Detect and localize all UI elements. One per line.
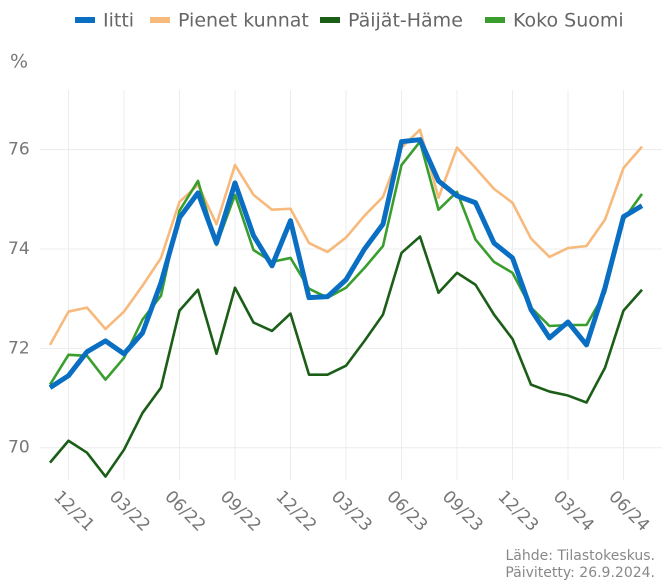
- series-line: [48, 137, 644, 390]
- x-tick-label: 03/23: [327, 487, 376, 536]
- x-tick-label: 06/24: [604, 487, 653, 536]
- x-tick-label: 12/23: [493, 487, 542, 536]
- y-axis-label: %: [10, 51, 28, 73]
- series-line: [48, 128, 643, 346]
- x-tick-label: 06/22: [160, 487, 209, 536]
- y-tick-label: 74: [8, 239, 30, 259]
- y-tick-label: 76: [8, 140, 30, 160]
- x-tick-label: 09/22: [216, 487, 265, 536]
- y-tick-label: 70: [8, 438, 30, 458]
- source-note: Lähde: Tilastokeskus.: [505, 548, 655, 564]
- legend-label: Pienet kunnat: [178, 10, 309, 32]
- x-tick-label: 09/23: [438, 487, 487, 536]
- x-tick-label: 12/21: [49, 487, 98, 536]
- legend-label: Koko Suomi: [513, 10, 624, 32]
- x-tick-label: 12/22: [271, 487, 320, 536]
- x-tick-label: 03/22: [105, 487, 154, 536]
- legend-label: Päijät-Häme: [348, 10, 463, 32]
- source-note: Päivitetty: 26.9.2024.: [505, 565, 655, 580]
- x-tick-label: 03/24: [549, 487, 598, 536]
- legend-label: Iitti: [103, 10, 134, 32]
- y-tick-label: 72: [8, 338, 30, 358]
- series-line: [49, 235, 643, 478]
- x-tick-label: 06/23: [382, 487, 431, 536]
